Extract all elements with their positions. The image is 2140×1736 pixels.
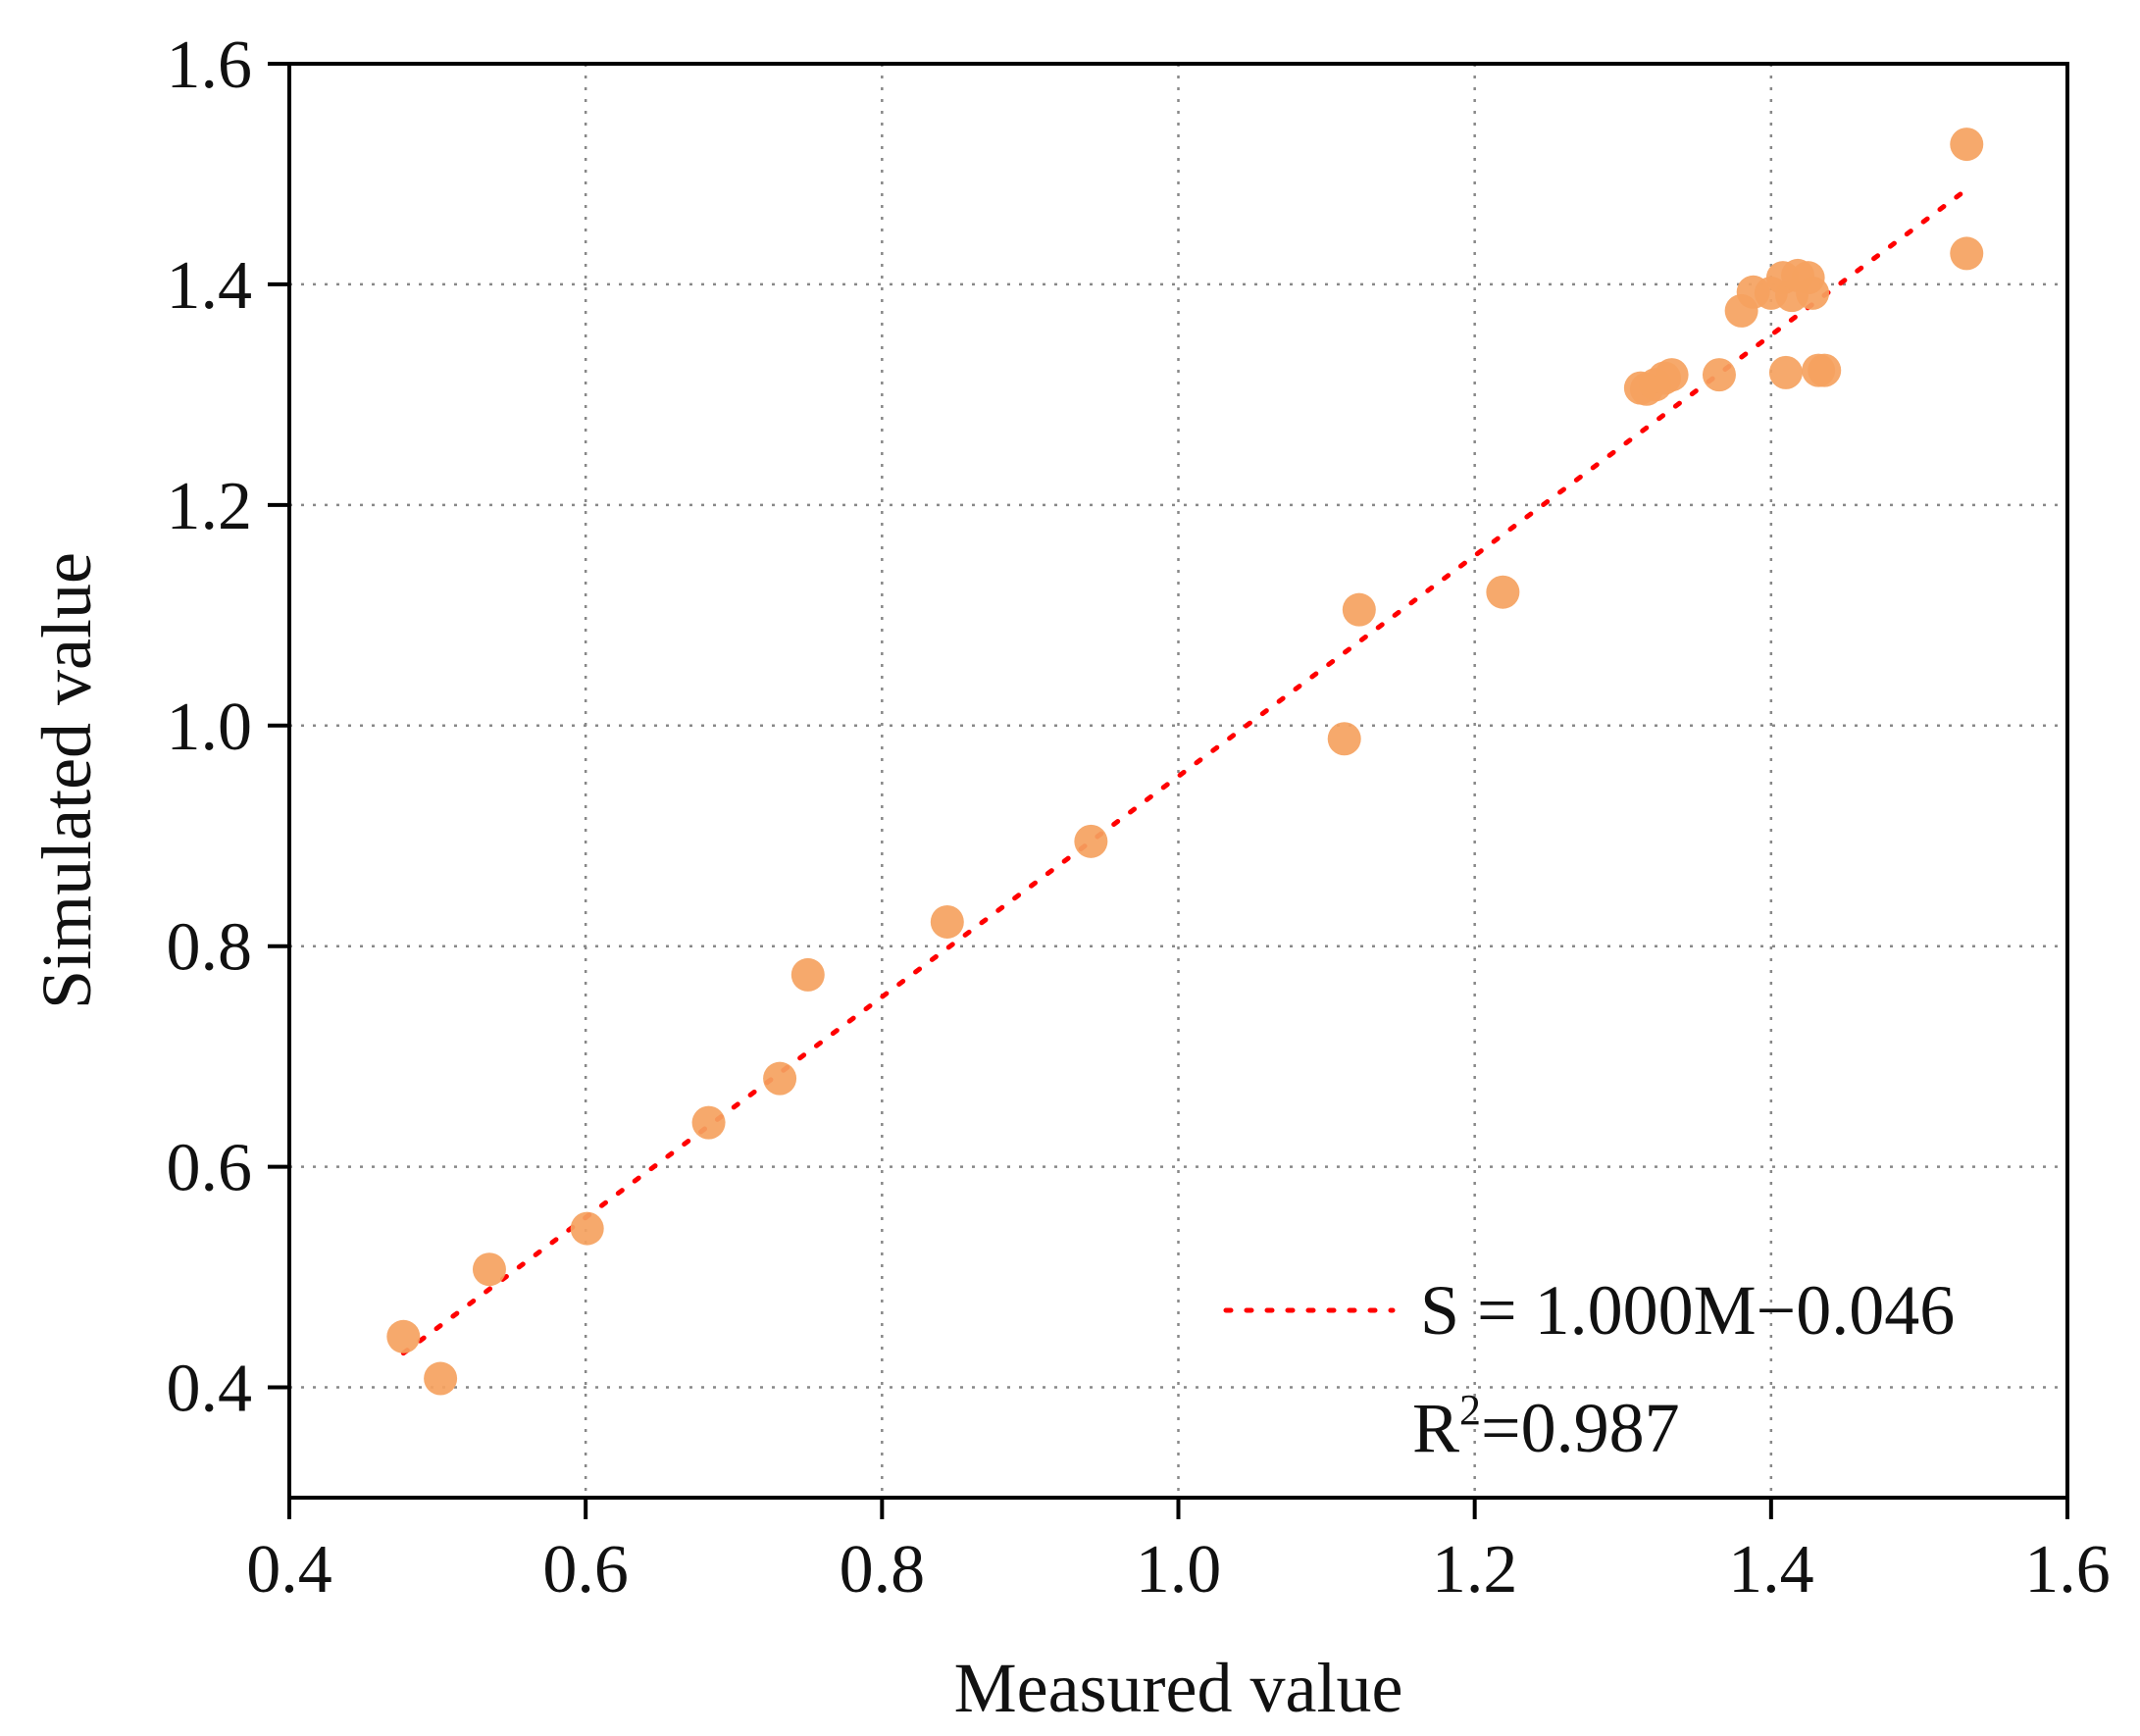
y-tick-label: 0.6 xyxy=(167,1131,253,1206)
legend-fit-equation: S = 1.000M−0.046 xyxy=(1420,1271,1955,1350)
y-tick-label: 0.4 xyxy=(167,1352,253,1427)
x-tick-label: 0.4 xyxy=(246,1532,332,1608)
data-point xyxy=(1796,276,1830,310)
x-tick-label: 0.6 xyxy=(542,1532,629,1608)
y-tick-label: 1.6 xyxy=(167,27,253,103)
y-tick-label: 1.2 xyxy=(167,469,253,544)
data-point xyxy=(1327,722,1361,756)
x-tick-label: 1.6 xyxy=(2024,1532,2111,1608)
r-squared-superscript: 2 xyxy=(1459,1386,1481,1434)
data-point xyxy=(570,1211,604,1246)
tick-labels: 0.4 0.6 0.8 1.0 1.2 1.4 1.6 0.4 0.6 0.8 1.0 1.2 1.4 1… xyxy=(167,27,2111,1608)
x-axis-label: Measured value xyxy=(954,1649,1403,1727)
x-tick-label: 1.4 xyxy=(1728,1532,1814,1608)
data-point xyxy=(1074,824,1108,858)
data-point xyxy=(691,1105,726,1140)
data-point xyxy=(1950,128,1984,162)
data-point xyxy=(1486,575,1520,609)
r-squared-value: =0.987 xyxy=(1481,1389,1680,1467)
x-tick-label: 1.2 xyxy=(1432,1532,1518,1608)
fit-line-group xyxy=(400,186,1969,1356)
data-point xyxy=(424,1361,458,1396)
r-squared-label: R2=0.987 xyxy=(1412,1386,1680,1467)
data-points xyxy=(386,128,1984,1396)
y-axis-label: Simulated value xyxy=(27,552,106,1009)
y-tick-label: 1.0 xyxy=(167,689,253,765)
legend: S = 1.000M−0.046 R2=0.987 xyxy=(1223,1271,1955,1467)
data-point xyxy=(1655,358,1689,392)
y-tick-label: 1.4 xyxy=(167,248,253,324)
fit-line xyxy=(400,186,1969,1356)
r-squared-prefix: R xyxy=(1412,1389,1459,1467)
grid-lines xyxy=(289,64,2067,1498)
data-point xyxy=(1808,353,1842,387)
axis-ticks xyxy=(268,62,2069,1519)
x-tick-label: 0.8 xyxy=(840,1532,926,1608)
x-tick-label: 1.0 xyxy=(1136,1532,1222,1608)
data-point xyxy=(763,1061,797,1096)
y-tick-label: 0.8 xyxy=(167,910,253,986)
data-point xyxy=(1342,592,1376,627)
data-point xyxy=(930,904,964,939)
data-point xyxy=(1768,355,1803,389)
data-point xyxy=(1702,358,1736,392)
data-point xyxy=(472,1252,506,1287)
data-point xyxy=(790,957,825,992)
data-point xyxy=(386,1319,421,1353)
data-point xyxy=(1950,236,1984,271)
